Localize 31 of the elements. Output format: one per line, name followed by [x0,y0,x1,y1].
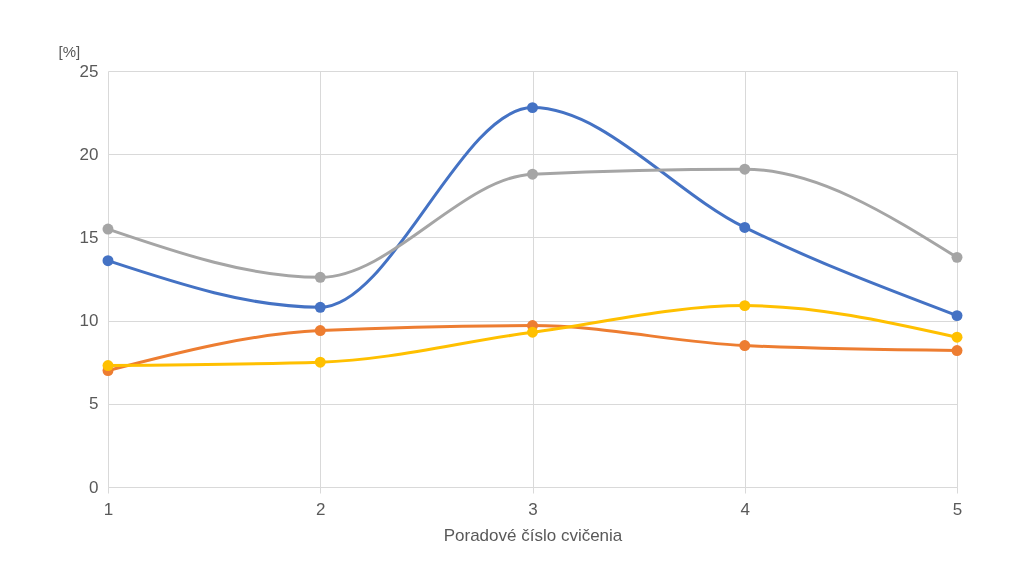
point [314,325,326,337]
point [102,255,114,267]
y-tick-label: 25 [79,61,99,81]
y-tick-label: 0 [89,477,99,497]
y-tick-label: 20 [79,144,99,164]
point [739,221,751,233]
point [102,360,114,371]
point [314,271,326,283]
x-tick-label: 4 [740,499,750,519]
x-tick-label: 2 [316,499,326,519]
y-tick-label: 5 [89,394,99,414]
point [527,168,538,180]
point [951,251,963,263]
y-tick-label: 15 [79,227,99,247]
point [314,356,326,368]
x-tick-label: 1 [103,499,114,519]
y-tick-label: 10 [79,311,99,331]
point [951,331,963,343]
point [739,340,751,352]
y-axis-title: [%] [58,42,81,60]
x-axis-title: Poradové číslo cvičenia [443,525,623,545]
point [951,345,963,357]
point [314,301,326,313]
point [527,326,538,338]
point [527,102,538,114]
point [739,163,751,175]
point [951,310,963,322]
x-tick-label: 3 [528,499,538,519]
point [102,223,114,235]
point [739,300,751,312]
x-tick-label: 5 [952,499,963,519]
